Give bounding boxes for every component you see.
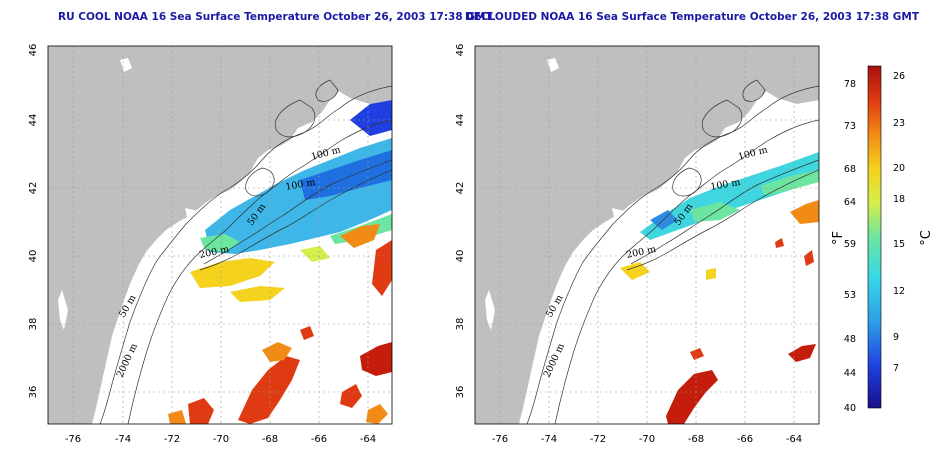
celsius-unit-label: °C (919, 230, 934, 246)
left-lat-tick: 44 (28, 114, 39, 127)
fahrenheit-unit-label: °F (831, 231, 846, 245)
left-lat-tick: 36 (28, 386, 39, 399)
right-map-land (475, 46, 819, 424)
right-map-frame (474, 45, 820, 425)
left-map-frame (47, 45, 393, 425)
colorbar-celsius-ticks: 26 23 20 18 15 12 9 7 (893, 71, 905, 374)
right-lat-tick: 46 (455, 44, 466, 57)
left-lon-tick: -70 (213, 434, 229, 445)
left-lat-lon-grid (48, 46, 392, 424)
colorbar-gradient (867, 65, 882, 409)
right-lat-tick: 42 (455, 182, 466, 195)
right-lon-tick: -70 (639, 434, 655, 445)
left-map-land (48, 46, 392, 424)
right-lat-lon-grid (475, 46, 819, 424)
right-lon-tick: -64 (786, 434, 802, 445)
colorbar-fahrenheit-ticks: 78 73 68 64 59 53 48 44 40 (844, 79, 856, 414)
left-lat-tick: 40 (28, 250, 39, 263)
fahrenheit-tick: 44 (844, 368, 856, 379)
left-lon-tick: -74 (115, 434, 131, 445)
left-map: 100 m 100 m 50 m 200 m 50 m 2000 m 46 44… (28, 44, 393, 445)
celsius-tick: 7 (893, 363, 899, 374)
fahrenheit-tick: 64 (844, 197, 856, 208)
celsius-tick: 18 (893, 194, 905, 205)
left-lon-tick: -68 (262, 434, 278, 445)
right-lon-tick: -72 (590, 434, 606, 445)
right-lon-ticks: -76 -74 -72 -70 -68 -66 -64 (492, 434, 802, 445)
left-lat-tick: 38 (28, 318, 39, 331)
fahrenheit-tick: 40 (844, 403, 856, 414)
celsius-tick: 12 (893, 286, 905, 297)
celsius-tick: 15 (893, 239, 905, 250)
fahrenheit-tick: 73 (844, 121, 856, 132)
right-lat-tick: 36 (455, 386, 466, 399)
temperature-colorbar: 78 73 68 64 59 53 48 44 40 26 23 20 18 1… (831, 65, 934, 414)
celsius-tick: 26 (893, 71, 905, 82)
fahrenheit-tick: 59 (844, 239, 856, 250)
celsius-tick: 20 (893, 163, 905, 174)
celsius-tick: 9 (893, 332, 899, 343)
left-lat-ticks: 46 44 42 40 38 36 (28, 44, 39, 399)
fahrenheit-tick: 48 (844, 334, 856, 345)
right-lat-tick: 44 (455, 114, 466, 127)
right-contour-label-100m-b: 100 m (710, 177, 742, 193)
right-lat-tick: 38 (455, 318, 466, 331)
right-lon-tick: -74 (541, 434, 557, 445)
left-lon-tick: -72 (164, 434, 180, 445)
right-lon-tick: -68 (688, 434, 704, 445)
left-lon-tick: -76 (65, 434, 81, 445)
left-lon-tick: -66 (311, 434, 327, 445)
left-map-title: RU COOL NOAA 16 Sea Surface Temperature … (58, 11, 493, 23)
right-map: 100 m 100 m 50 m 200 m 50 m 2000 m 46 44… (455, 44, 820, 445)
left-lat-tick: 42 (28, 182, 39, 195)
right-lat-ticks: 46 44 42 40 38 36 (455, 44, 466, 399)
left-contour-label-100m-b: 100 m (285, 177, 317, 193)
right-sst-cool-band (640, 152, 819, 240)
celsius-tick: 23 (893, 118, 905, 129)
left-lon-tick: -64 (360, 434, 376, 445)
fahrenheit-tick: 68 (844, 164, 856, 175)
fahrenheit-tick: 78 (844, 79, 856, 90)
right-lat-tick: 40 (455, 250, 466, 263)
fahrenheit-tick: 53 (844, 290, 856, 301)
left-lat-tick: 46 (28, 44, 39, 57)
right-map-title: DECLOUDED NOAA 16 Sea Surface Temperatur… (465, 11, 920, 23)
right-lon-tick: -76 (492, 434, 508, 445)
left-lon-ticks: -76 -74 -72 -70 -68 -66 -64 (65, 434, 376, 445)
right-lon-tick: -66 (737, 434, 753, 445)
